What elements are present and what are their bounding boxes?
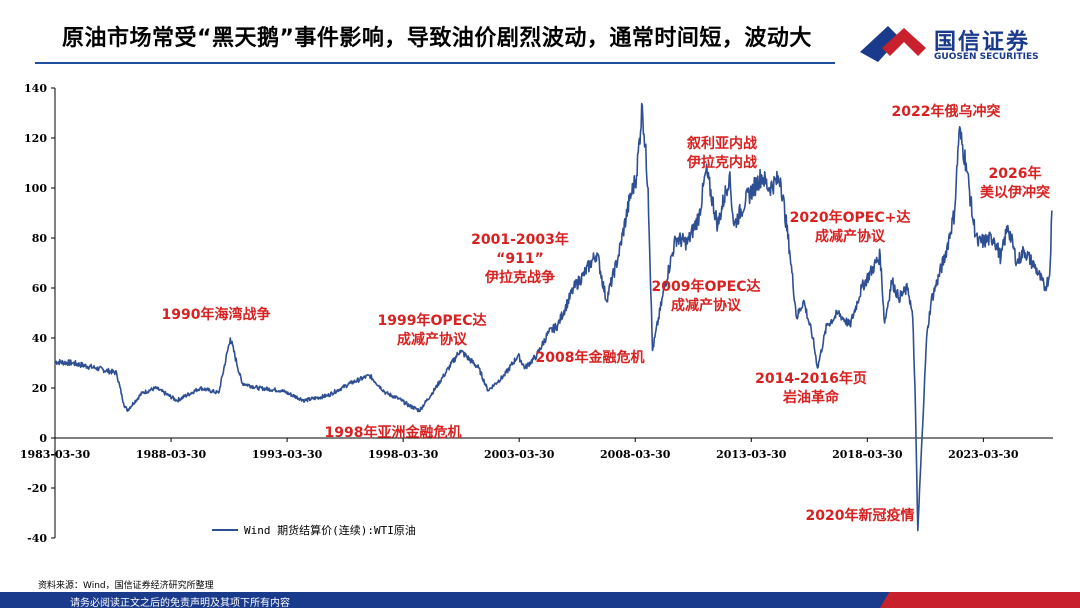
source-note: 资料来源：Wind，国信证券经济研究所整理: [38, 581, 214, 591]
y-tick-label: 0: [39, 432, 47, 445]
event-annotation: 1990年海湾战争: [162, 306, 271, 323]
x-tick-label: 2003-03-30: [484, 448, 555, 461]
y-tick-label: 60: [32, 282, 48, 295]
y-tick-label: -40: [27, 532, 47, 545]
y-tick-label: 140: [24, 82, 47, 95]
event-annotation: 2020年OPEC+达成减产协议: [790, 209, 911, 245]
x-tick-label: 1993-03-30: [252, 448, 323, 461]
y-tick-label: 40: [32, 332, 48, 345]
y-tick-label: 20: [32, 382, 48, 395]
oil-price-chart: -40 -20 0 20 40 60 80 100 120 140 1983-03-30 1988-0…: [20, 82, 1053, 545]
event-annotation: 2009年OPEC达成减产协议: [652, 278, 761, 314]
footer-accent: [880, 592, 1080, 608]
y-tick-label: 80: [32, 232, 48, 245]
footer-bar: [0, 592, 1080, 608]
title-divider: [35, 62, 835, 64]
y-tick-label: -20: [27, 482, 47, 495]
x-tick-label: 1983-03-30: [20, 448, 91, 461]
event-annotation: 1999年OPEC达成减产协议: [378, 312, 487, 348]
guosen-logo: 国信证券 GUOSEN SECURITIES: [858, 22, 1058, 66]
disclaimer-text: 请务必阅读正文之后的免责声明及其项下所有内容: [70, 598, 290, 609]
x-tick-label: 2008-03-30: [600, 448, 671, 461]
y-tick-label: 100: [24, 182, 47, 195]
x-tick-label: 2023-03-30: [948, 448, 1019, 461]
y-tick-label: 120: [24, 132, 47, 145]
legend-label: Wind 期货结算价(连续):WTI原油: [244, 523, 416, 537]
x-tick-label: 1998-03-30: [368, 448, 439, 461]
event-annotation: 叙利亚内战伊拉克内战: [686, 135, 757, 171]
logo-name-cn: 国信证券: [934, 30, 1031, 55]
event-annotation: 2022年俄乌冲突: [892, 103, 1001, 120]
x-tick-label: 2013-03-30: [716, 448, 787, 461]
guosen-logo-mark-icon: [860, 26, 926, 62]
wti-price-line: [54, 102, 1053, 532]
event-annotation: 2020年新冠疫情: [806, 507, 915, 524]
event-annotation: 2001-2003年“911”伊拉克战争: [471, 231, 569, 286]
event-annotation: 2014-2016年页岩油革命: [755, 370, 867, 406]
logo-name-en: GUOSEN SECURITIES: [934, 52, 1039, 62]
event-annotation: 2026年美以伊冲突: [980, 165, 1050, 201]
x-tick-label: 1988-03-30: [136, 448, 207, 461]
page-title: 原油市场常受“黑天鹅”事件影响，导致油价剧烈波动，通常时间短，波动大: [62, 26, 812, 51]
event-annotation: 2008年金融危机: [536, 349, 645, 366]
event-annotation: 1998年亚洲金融危机: [325, 424, 462, 441]
x-tick-label: 2018-03-30: [832, 448, 903, 461]
